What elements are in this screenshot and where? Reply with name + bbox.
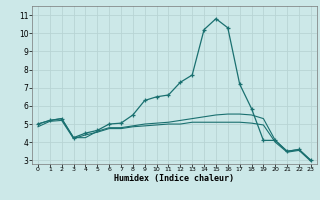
X-axis label: Humidex (Indice chaleur): Humidex (Indice chaleur) [115, 174, 234, 183]
